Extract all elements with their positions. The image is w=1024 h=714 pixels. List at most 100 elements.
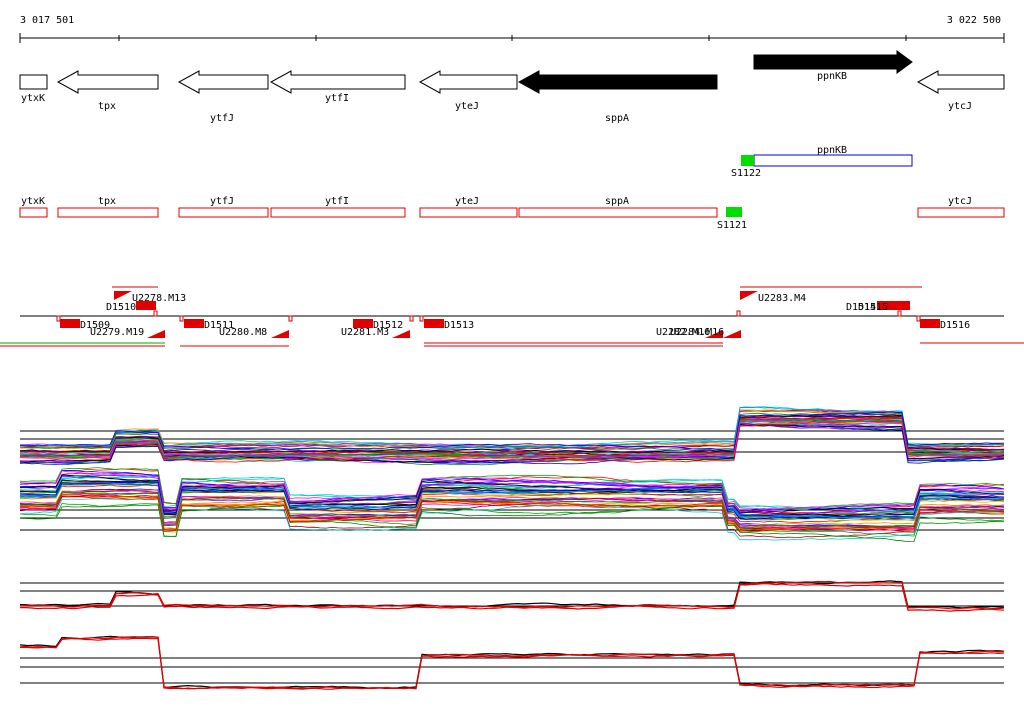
downshift-label-u2280: U2280.M8: [219, 327, 267, 338]
promoter-s1121-mark[interactable]: [726, 207, 742, 217]
upshift-u2278[interactable]: [114, 291, 132, 300]
dmark-label-d1512: D1512: [373, 320, 403, 331]
promoter-label-s1122: S1122: [731, 168, 761, 179]
expression-curve: [19, 406, 1004, 448]
downshift-u2282[interactable]: [705, 330, 723, 338]
coordinate-ruler: 3 017 501 3 022 500: [19, 15, 1005, 43]
promoter-s1121[interactable]: S1121: [717, 207, 747, 231]
gene-sppA[interactable]: sppA: [517, 70, 718, 124]
expression-curve: [19, 481, 1005, 520]
expression-curve: [19, 494, 1005, 532]
expression-curve: [19, 479, 1004, 516]
expression-curve: [19, 417, 1005, 456]
summary-panel-forward: [19, 580, 1005, 612]
promoter-label-s1121: S1121: [717, 220, 747, 231]
expression-curve: [20, 469, 1005, 514]
gene-ppnKB[interactable]: ppnKB: [753, 50, 913, 82]
gene-label-yteJ: yteJ: [455, 101, 479, 112]
expression-curve: [19, 423, 1005, 465]
annot-label-ytcJ: ytcJ: [948, 196, 972, 207]
expression-curve: [19, 475, 1004, 513]
transcript-label-ppnkb: ppnKB: [817, 145, 847, 156]
annot-label-ytfI: ytfI: [325, 196, 349, 207]
transcript-ppnkb[interactable]: ppnKB S1122: [731, 145, 913, 179]
annot-ytfJ[interactable]: ytfJ: [178, 196, 269, 218]
promoter-s1122-mark[interactable]: [741, 155, 754, 166]
dmark-d1516-block[interactable]: [920, 319, 940, 328]
upshift-label-u2278: U2278.M13: [132, 293, 186, 304]
expression-curve: [19, 470, 1004, 513]
expression-curve: [19, 474, 1005, 517]
annot-label-yteJ: yteJ: [455, 196, 479, 207]
expression-curve: [19, 504, 1004, 543]
downshift-u2280[interactable]: [271, 330, 289, 338]
dmark-label-d1511: D1511: [204, 320, 234, 331]
gene-ytxK[interactable]: ytxK: [19, 74, 48, 104]
expression-panel-forward: [19, 406, 1005, 466]
expression-curve: [19, 503, 1005, 538]
upshift-label-u2283: U2283.M4: [758, 293, 806, 304]
dmark-label-d1516: D1516: [940, 320, 970, 331]
dmark-label-d1514: D1514: [846, 302, 876, 313]
expression-curve: [19, 489, 1005, 526]
annot-ytfI[interactable]: ytfI: [270, 196, 406, 218]
gene-label-ytcJ: ytcJ: [948, 101, 972, 112]
start-coordinate: 3 017 501: [20, 15, 74, 26]
end-coordinate: 3 022 500: [947, 15, 1001, 26]
expression-curve: [19, 415, 1005, 454]
expression-curve: [19, 415, 1005, 454]
expression-curve: [19, 472, 1005, 517]
annotation-track: ytxK tpx ytfJ ytfI yteJ sppA ytcJ: [19, 196, 1005, 231]
expression-curve: [19, 417, 1005, 458]
expression-curve: [19, 637, 1005, 690]
expression-curve: [19, 420, 1005, 460]
dmark-d1515-block[interactable]: [877, 301, 910, 310]
expression-curve: [19, 484, 1005, 522]
expression-curve: [19, 467, 1005, 512]
expression-panel-reverse: [19, 467, 1005, 543]
gene-label-ytfJ: ytfJ: [210, 113, 234, 124]
annot-sppA[interactable]: sppA: [518, 196, 718, 218]
expression-curve: [19, 580, 1005, 610]
annot-ytxK[interactable]: ytxK: [19, 196, 48, 218]
dmark-d1512-block[interactable]: [353, 319, 373, 328]
gene-label-sppA: sppA: [605, 113, 629, 124]
expression-curve: [19, 411, 1005, 451]
expression-curve: [20, 582, 1005, 612]
gene-ytfJ[interactable]: ytfJ: [177, 70, 269, 124]
gene-yteJ[interactable]: yteJ: [418, 70, 518, 112]
dmark-label-d1513: D1513: [444, 320, 474, 331]
gene-label-ytxK: ytxK: [21, 93, 45, 104]
expression-curve: [19, 636, 1005, 690]
expression-curve: [19, 474, 1005, 513]
dmark-d1511-block[interactable]: [184, 319, 204, 328]
dmark-d1513-block[interactable]: [424, 319, 444, 328]
downshift-label-u2279: U2279.M19: [90, 327, 144, 338]
expression-curve: [19, 418, 1005, 459]
gene-track: ytxK tpx ytfJ ytfI yteJ sppA ppnKB ytcJ: [19, 50, 1005, 124]
downshift-label-u2281: U2281.M3: [341, 327, 389, 338]
downshift-label-u2282: U2282.M16: [656, 327, 710, 338]
annot-tpx[interactable]: tpx: [57, 196, 159, 218]
expression-curve: [19, 491, 1004, 528]
summary-panel-reverse: [19, 635, 1005, 690]
gene-ytfI[interactable]: ytfI: [269, 70, 406, 104]
dmark-label-d1510: D1510: [106, 302, 136, 313]
expression-curve: [20, 483, 1005, 520]
expression-curve: [19, 635, 1005, 690]
annot-yteJ[interactable]: yteJ: [419, 196, 518, 218]
gene-label-tpx: tpx: [98, 101, 116, 112]
expression-curve: [19, 483, 1005, 521]
dmark-d1509-block[interactable]: [60, 319, 80, 328]
downshift-u2281[interactable]: [392, 330, 410, 338]
upshift-u2283[interactable]: [740, 291, 758, 300]
dmark-d1510-block[interactable]: [136, 301, 156, 310]
dmark-label-d1515: D1515: [858, 302, 888, 313]
gene-ytcJ[interactable]: ytcJ: [916, 70, 1005, 112]
annot-ytcJ[interactable]: ytcJ: [917, 196, 1005, 218]
dmark-label-d1509: D1509: [80, 320, 110, 331]
downshift-u2279[interactable]: [147, 330, 165, 338]
gene-tpx[interactable]: tpx: [56, 70, 159, 112]
annot-label-tpx: tpx: [98, 196, 116, 207]
